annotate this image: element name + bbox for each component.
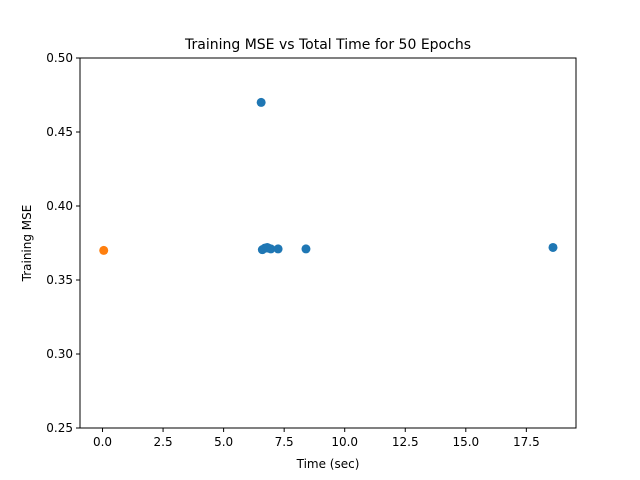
x-tick-label: 0.0: [93, 435, 112, 449]
x-tick-label: 2.5: [154, 435, 173, 449]
y-tick-label: 0.30: [46, 347, 73, 361]
plot-area: [99, 97, 558, 255]
x-tick-label: 17.5: [513, 435, 540, 449]
x-tick-label: 15.0: [452, 435, 479, 449]
data-point-series-1: [266, 244, 276, 254]
y-tick-label: 0.40: [46, 199, 73, 213]
y-tick-label: 0.35: [46, 273, 73, 287]
x-tick-label: 10.0: [331, 435, 358, 449]
data-point-series-1: [256, 97, 266, 107]
x-tick-label: 7.5: [275, 435, 294, 449]
plot-frame: [79, 57, 577, 429]
data-point-series-1: [301, 244, 311, 254]
chart-title: Training MSE vs Total Time for 50 Epochs: [184, 37, 471, 53]
x-axis: 0.0 2.5 5.0 7.5 10.0 12.5 15.0 17.5: [93, 428, 540, 449]
y-tick-label: 0.50: [46, 51, 73, 65]
y-tick-label: 0.45: [46, 125, 73, 139]
x-tick-label: 12.5: [392, 435, 419, 449]
data-point-series-1: [273, 244, 283, 254]
x-axis-label: Time (sec): [296, 457, 360, 471]
data-point-series-1: [548, 242, 558, 252]
data-point-series-2: [99, 245, 109, 255]
y-axis-label: Training MSE: [20, 205, 34, 283]
y-tick-label: 0.25: [46, 421, 73, 435]
y-axis: 0.25 0.30 0.35 0.40 0.45 0.50: [46, 51, 80, 435]
x-tick-label: 5.0: [214, 435, 233, 449]
